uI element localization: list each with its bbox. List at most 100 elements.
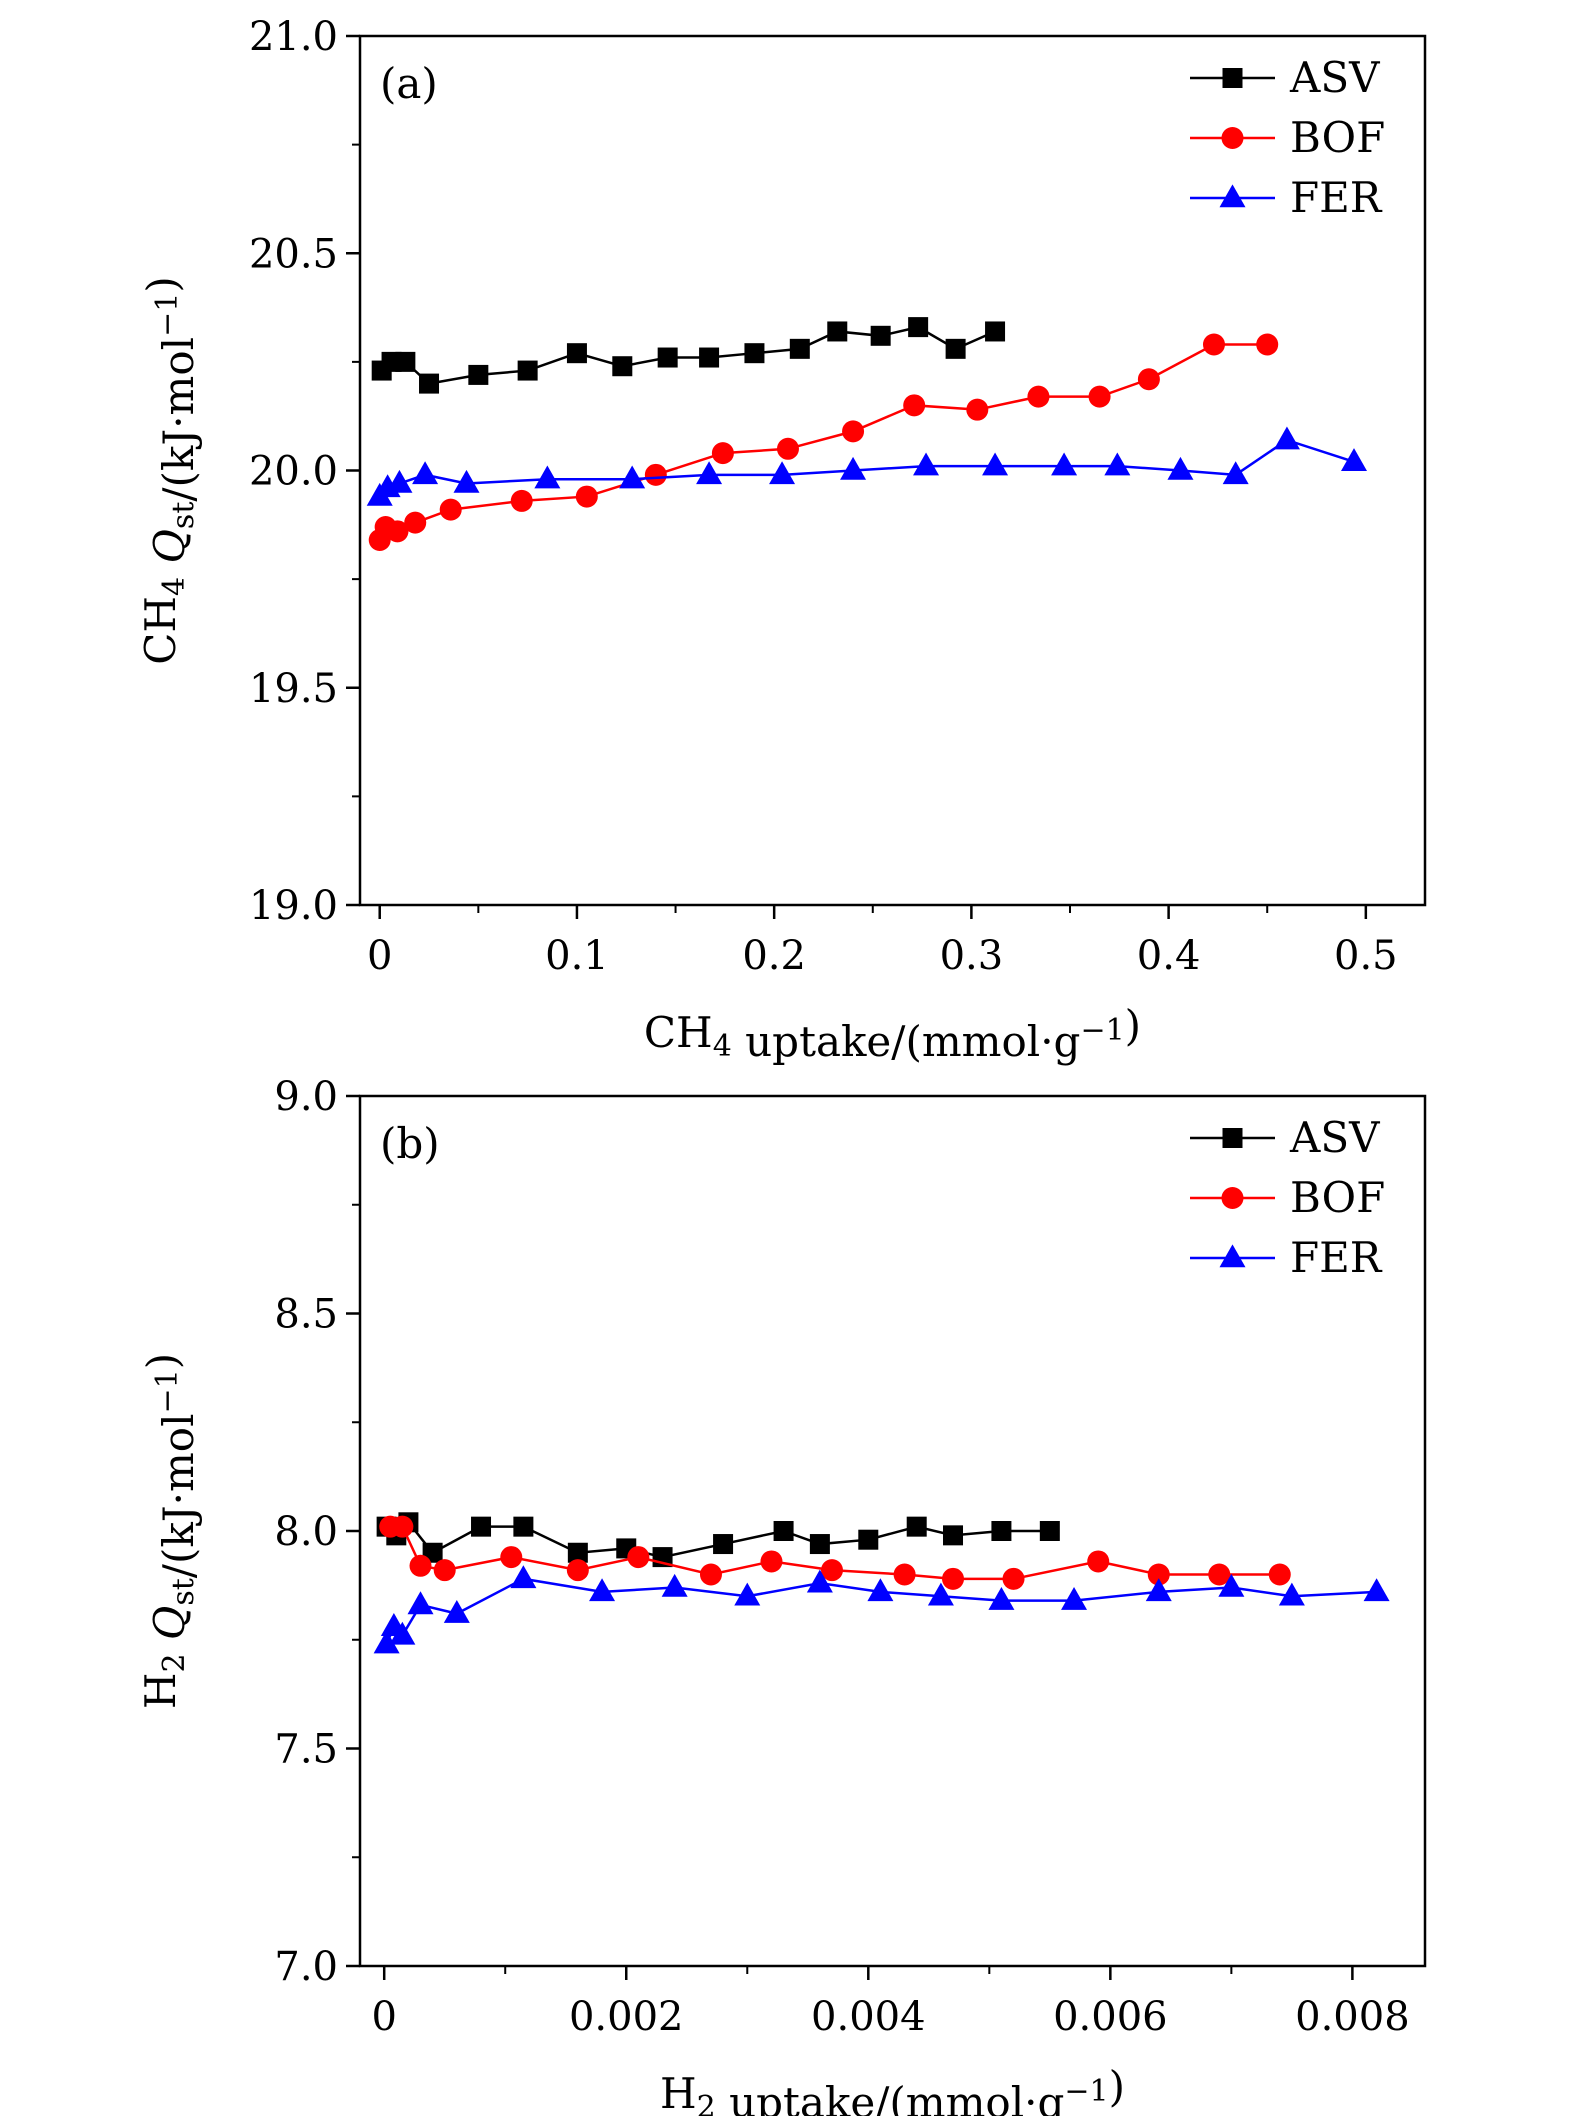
x-tick-label: 0.5 <box>1334 933 1398 979</box>
data-point <box>942 1567 965 1590</box>
legend-label: BOF <box>1290 1173 1385 1222</box>
data-point <box>389 1621 416 1645</box>
data-point <box>566 1559 589 1582</box>
legend-label: FER <box>1290 1233 1383 1282</box>
data-point <box>1256 333 1279 356</box>
data-point <box>510 489 533 512</box>
series-asv <box>371 317 1006 394</box>
data-point <box>373 1630 400 1654</box>
data-point <box>1039 1521 1060 1541</box>
data-point <box>1218 1573 1245 1597</box>
data-point <box>612 356 633 377</box>
data-point <box>589 1578 616 1602</box>
legend-label: BOF <box>1290 113 1385 162</box>
data-point <box>439 498 462 521</box>
data-point <box>870 325 891 346</box>
series-line <box>378 343 1268 541</box>
label-close-paren: ) <box>138 1353 187 1369</box>
data-point <box>391 1515 414 1538</box>
data-point <box>619 465 646 489</box>
data-point <box>985 321 1006 342</box>
label-q-subscript: st <box>166 502 201 529</box>
data-point <box>409 1554 432 1577</box>
data-point <box>534 465 561 489</box>
data-point <box>1222 461 1249 485</box>
label-exponent: −1 <box>150 1369 185 1413</box>
legend: ASV BOF FER <box>1190 53 1385 222</box>
legend-item: ASV <box>1190 1113 1380 1162</box>
y-tick-label: 8.5 <box>274 1292 338 1338</box>
x-tick-label: 0 <box>367 933 392 979</box>
series-bof <box>379 1515 1291 1590</box>
data-point <box>500 1546 523 1569</box>
x-tick-label: 0.1 <box>545 933 609 979</box>
data-point <box>575 485 598 508</box>
data-point <box>1278 1582 1305 1606</box>
legend-label: ASV <box>1289 1113 1380 1162</box>
label-chem-subscript: 4 <box>713 1029 732 1064</box>
data-point <box>1363 1578 1390 1602</box>
data-point <box>471 1516 492 1537</box>
label-chem-subscript: 2 <box>157 1653 192 1672</box>
legend: ASV BOF FER <box>1190 1113 1385 1282</box>
label-space <box>145 1640 194 1653</box>
data-point <box>1104 452 1131 476</box>
series-line <box>378 438 1355 498</box>
data-point <box>840 456 867 480</box>
data-point <box>419 373 440 394</box>
label-chem: CH <box>136 596 185 665</box>
data-point <box>453 469 480 493</box>
data-point <box>858 1529 879 1550</box>
data-point <box>734 1582 761 1606</box>
data-point <box>1145 1578 1172 1602</box>
data-point <box>395 351 416 372</box>
data-point <box>744 343 765 364</box>
data-point <box>1088 385 1111 408</box>
x-tick-label: 0 <box>371 1994 396 2040</box>
label-chem-subscript: 4 <box>157 577 192 596</box>
y-tick-label: 7.5 <box>274 1727 338 1773</box>
series-bof <box>368 333 1279 552</box>
label-close-paren: ) <box>1109 2062 1125 2111</box>
data-point <box>1268 1563 1291 1586</box>
y-tick-label: 9.0 <box>274 1074 338 1120</box>
legend-marker <box>1221 1187 1244 1209</box>
y-tick-label: 19.0 <box>249 883 338 929</box>
data-point <box>468 364 489 385</box>
label-chem: CH <box>644 1008 713 1057</box>
data-point <box>1061 1586 1088 1610</box>
data-point <box>760 1550 783 1573</box>
data-point <box>893 1563 916 1586</box>
data-point <box>820 1559 843 1582</box>
data-point <box>1027 385 1050 408</box>
label-q-symbol: Q <box>145 1606 194 1640</box>
data-point <box>806 1569 833 1593</box>
data-point <box>945 338 966 359</box>
data-point <box>566 343 587 364</box>
data-point <box>713 1534 734 1555</box>
data-point <box>1202 333 1225 356</box>
legend-marker <box>1221 127 1244 149</box>
legend-label: ASV <box>1289 53 1380 102</box>
data-point <box>906 1516 927 1537</box>
label-units: uptake/(mmol·g <box>732 1017 1081 1066</box>
label-units: uptake/(mmol·g <box>716 2078 1065 2116</box>
data-point <box>386 469 413 493</box>
data-point <box>1341 448 1367 472</box>
data-point <box>1273 426 1300 450</box>
data-point <box>412 461 439 485</box>
label-chem: H <box>136 1673 185 1710</box>
data-point <box>966 398 989 421</box>
data-point <box>644 463 667 486</box>
legend-item: FER <box>1190 173 1383 222</box>
data-point <box>908 317 929 338</box>
data-point <box>627 1546 650 1569</box>
label-exponent: −1 <box>1064 2074 1108 2109</box>
label-close-paren: ) <box>1125 1001 1141 1050</box>
y-axis-title: H2 Qst/(kJ·mol−1) <box>136 1353 203 1709</box>
plot-frame <box>358 34 1427 907</box>
label-q-symbol: Q <box>145 529 194 563</box>
data-point <box>433 1559 456 1582</box>
label-exponent: −1 <box>150 293 185 337</box>
